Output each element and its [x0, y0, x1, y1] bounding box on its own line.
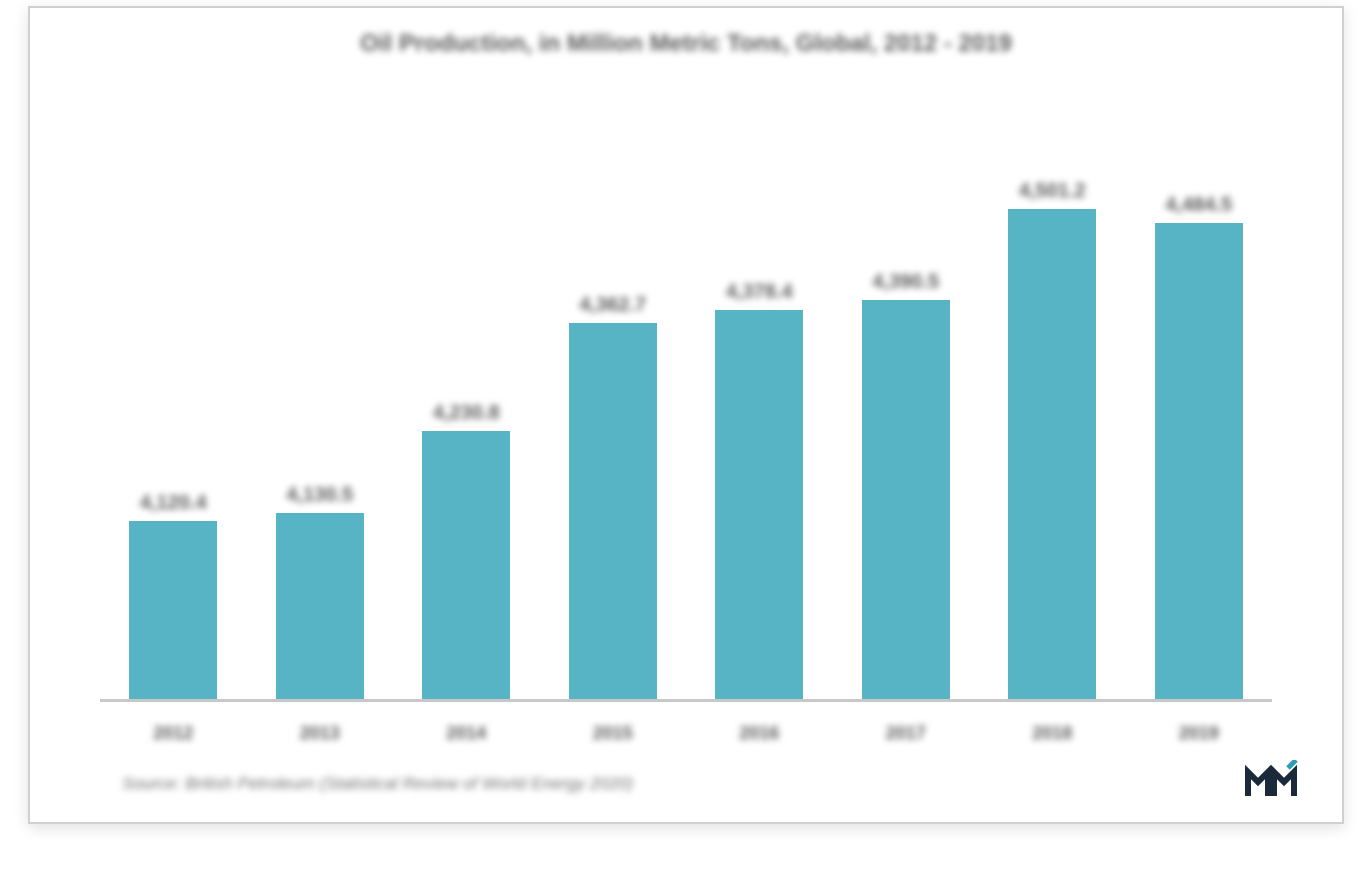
bar-slot: 4,378.4 [686, 128, 833, 702]
x-tick-label: 2013 [247, 723, 394, 744]
brand-logo [1244, 760, 1300, 802]
bar-value-label: 4,378.4 [726, 281, 793, 304]
x-tick-label: 2014 [393, 723, 540, 744]
bar-slot: 4,484.5 [1126, 128, 1273, 702]
x-tick-label: 2018 [979, 723, 1126, 744]
chart-title: Oil Production, in Million Metric Tons, … [30, 30, 1342, 58]
bar-value-label: 4,362.7 [579, 294, 646, 317]
bar [129, 521, 217, 702]
bar [1155, 223, 1243, 702]
plot-area: 4,120.4 4,130.5 4,230.8 4,362.7 4,378.4 4,390… [100, 128, 1272, 702]
bar [422, 431, 510, 702]
bar-value-label: 4,484.5 [1165, 194, 1232, 217]
x-axis-baseline [100, 699, 1272, 702]
bar-slot: 4,120.4 [100, 128, 247, 702]
bar-slot: 4,130.5 [247, 128, 394, 702]
bar-slot: 4,501.2 [979, 128, 1126, 702]
x-tick-label: 2012 [100, 723, 247, 744]
x-tick-label: 2016 [686, 723, 833, 744]
x-tick-label: 2019 [1126, 723, 1273, 744]
bar-value-label: 4,120.4 [140, 492, 207, 515]
bar [862, 300, 950, 702]
x-tick-label: 2015 [540, 723, 687, 744]
source-text: Source: British Petroleum (Statistical R… [122, 774, 633, 794]
x-axis-labels: 20122013201420152016201720182019 [100, 723, 1272, 744]
bar-slot: 4,230.8 [393, 128, 540, 702]
bar-value-label: 4,501.2 [1019, 180, 1086, 203]
bar [569, 323, 657, 702]
bar-slot: 4,390.5 [833, 128, 980, 702]
bar-value-label: 4,130.5 [286, 484, 353, 507]
bar-value-label: 4,390.5 [872, 271, 939, 294]
x-tick-label: 2017 [833, 723, 980, 744]
bars-container: 4,120.4 4,130.5 4,230.8 4,362.7 4,378.4 4,390… [100, 128, 1272, 702]
bar-slot: 4,362.7 [540, 128, 687, 702]
bar-value-label: 4,230.8 [433, 402, 500, 425]
chart-frame: Oil Production, in Million Metric Tons, … [28, 6, 1344, 824]
bar [276, 513, 364, 702]
bar [1008, 209, 1096, 702]
bar [715, 310, 803, 702]
